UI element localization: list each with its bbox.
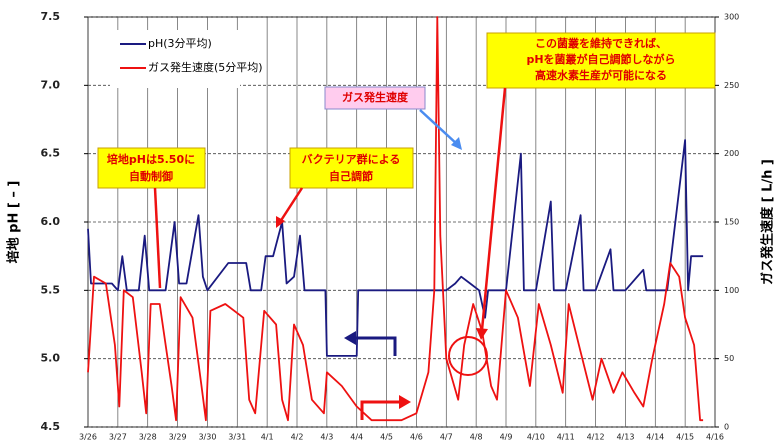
y-tick-label: 6.5 <box>41 147 61 160</box>
arrow-head <box>451 137 462 150</box>
x-tick-label: 4/6 <box>410 433 423 442</box>
annotation-arrow <box>153 187 162 289</box>
annotation-arrow <box>480 87 507 331</box>
x-tick-label: 4/1 <box>261 433 274 442</box>
y-tick-label: 6.0 <box>41 215 61 228</box>
annotation: バクテリア群による <box>302 152 401 166</box>
y-tick-label: 4.5 <box>41 420 61 433</box>
y2-tick-label: 250 <box>724 81 739 90</box>
y2-axis-label: ガス発生速度 [ L/h ] <box>760 159 776 285</box>
x-tick-label: 4/2 <box>291 433 304 442</box>
arrow-head <box>476 328 488 340</box>
y-tick-label: 7.0 <box>41 78 61 91</box>
annotation: pHを菌叢が自己調節しながら <box>526 52 675 66</box>
y2-tick-label: 300 <box>724 13 739 22</box>
legend-label: pH(3分平均) <box>148 37 212 50</box>
x-tick-label: 3/29 <box>169 433 187 442</box>
x-tick-label: 4/15 <box>676 433 694 442</box>
arrow-head <box>399 395 411 409</box>
x-tick-label: 4/13 <box>616 433 634 442</box>
y2-tick-label: 150 <box>724 218 739 227</box>
arrow-head <box>344 331 356 345</box>
legend-box <box>110 30 240 88</box>
x-tick-label: 3/31 <box>228 433 246 442</box>
annotation: この菌叢を維持できれば、 <box>535 36 667 50</box>
y-tick-label: 7.5 <box>41 10 61 23</box>
annotation-arrow <box>278 187 304 223</box>
annotation: 培地pHは5.50に <box>107 152 195 166</box>
x-tick-label: 3/28 <box>139 433 157 442</box>
y2-tick-label: 50 <box>724 354 734 363</box>
x-tick-label: 4/11 <box>557 433 575 442</box>
y-axis-label: 培地 pH [ – ] <box>6 181 22 264</box>
annotation-arrow <box>419 109 459 146</box>
arrow-head <box>276 216 285 228</box>
annotation: 自動制御 <box>129 169 173 183</box>
x-tick-label: 4/12 <box>587 433 605 442</box>
x-tick-label: 4/4 <box>350 433 363 442</box>
x-tick-label: 3/30 <box>198 433 216 442</box>
annotation: 高速水素生産が可能になる <box>535 68 667 82</box>
legend-label: ガス発生速度(5分平均) <box>148 60 263 74</box>
series-line <box>87 139 704 357</box>
x-tick-label: 4/7 <box>440 433 453 442</box>
annotation: 自己調節 <box>329 169 373 183</box>
annotation-box <box>324 86 426 110</box>
x-tick-label: 4/16 <box>706 433 724 442</box>
direction-arrow <box>355 336 397 356</box>
y2-tick-label: 200 <box>724 149 739 158</box>
annotation-box <box>289 147 414 189</box>
x-tick-label: 4/9 <box>500 433 513 442</box>
x-tick-label: 4/5 <box>380 433 393 442</box>
series-line <box>87 16 704 422</box>
x-tick-label: 4/14 <box>646 433 664 442</box>
highlight-circle <box>448 336 488 376</box>
y2-tick-label: 0 <box>724 423 729 432</box>
y-tick-label: 5.5 <box>41 283 61 296</box>
annotation-box <box>486 32 716 89</box>
y2-tick-label: 100 <box>724 286 739 295</box>
x-tick-label: 4/10 <box>527 433 545 442</box>
y-tick-label: 5.0 <box>41 352 61 365</box>
annotation-box <box>97 147 206 189</box>
annotation: ガス発生速度 <box>342 90 409 104</box>
direction-arrow <box>360 400 400 420</box>
x-tick-label: 3/27 <box>109 433 127 442</box>
x-tick-label: 4/8 <box>470 433 483 442</box>
x-tick-label: 4/3 <box>320 433 333 442</box>
x-tick-label: 3/26 <box>79 433 97 442</box>
